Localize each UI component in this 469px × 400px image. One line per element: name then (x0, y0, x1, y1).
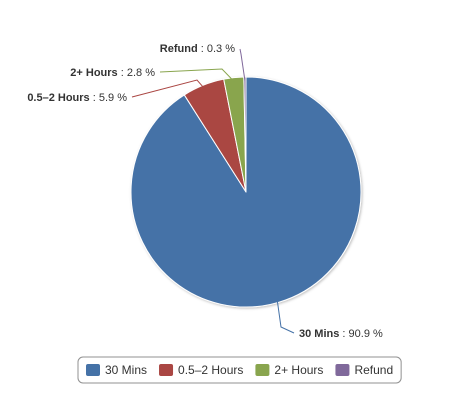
data-label-2-hours: 2+ Hours : 2.8 % (70, 67, 155, 79)
legend-item-30-mins[interactable]: 30 Mins (86, 363, 147, 377)
data-label-30-mins: 30 Mins : 90.9 % (299, 328, 383, 340)
legend-label-2-hours: 2+ Hours (274, 363, 323, 377)
legend-label-refund: Refund (354, 363, 393, 377)
legend-swatch-30-mins (86, 364, 100, 376)
legend-item-0-5-2-hours[interactable]: 0.5–2 Hours (159, 363, 243, 377)
pie-slice-refund[interactable] (243, 76, 247, 193)
connector-2-hours (159, 68, 235, 82)
data-labels: 30 Mins : 90.9 % 0.5–2 Hours : 5.9 % 2+ Ho… (27, 43, 383, 340)
pie-slices (130, 76, 362, 308)
connector-30-mins (276, 298, 295, 334)
data-label-0-5-2-hours: 0.5–2 Hours : 5.9 % (27, 92, 127, 104)
legend-box (77, 356, 402, 384)
legend-swatch-0-5-2-hours (159, 364, 174, 376)
legend-label-30-mins: 30 Mins (105, 363, 147, 377)
legend-swatch-2-hours (255, 364, 270, 376)
legend-item-2-hours[interactable]: 2+ Hours (255, 363, 323, 377)
legend-label-0-5-2-hours: 0.5–2 Hours (178, 363, 243, 377)
legend-item-refund[interactable]: Refund (335, 363, 393, 377)
legend: 30 Mins 0.5–2 Hours 2+ Hours Refund (77, 356, 402, 384)
legend-swatch-refund (335, 364, 350, 376)
connector-refund (239, 48, 246, 82)
connector-0-5-2-hours (131, 79, 206, 98)
data-label-refund: Refund : 0.3 % (160, 43, 235, 55)
